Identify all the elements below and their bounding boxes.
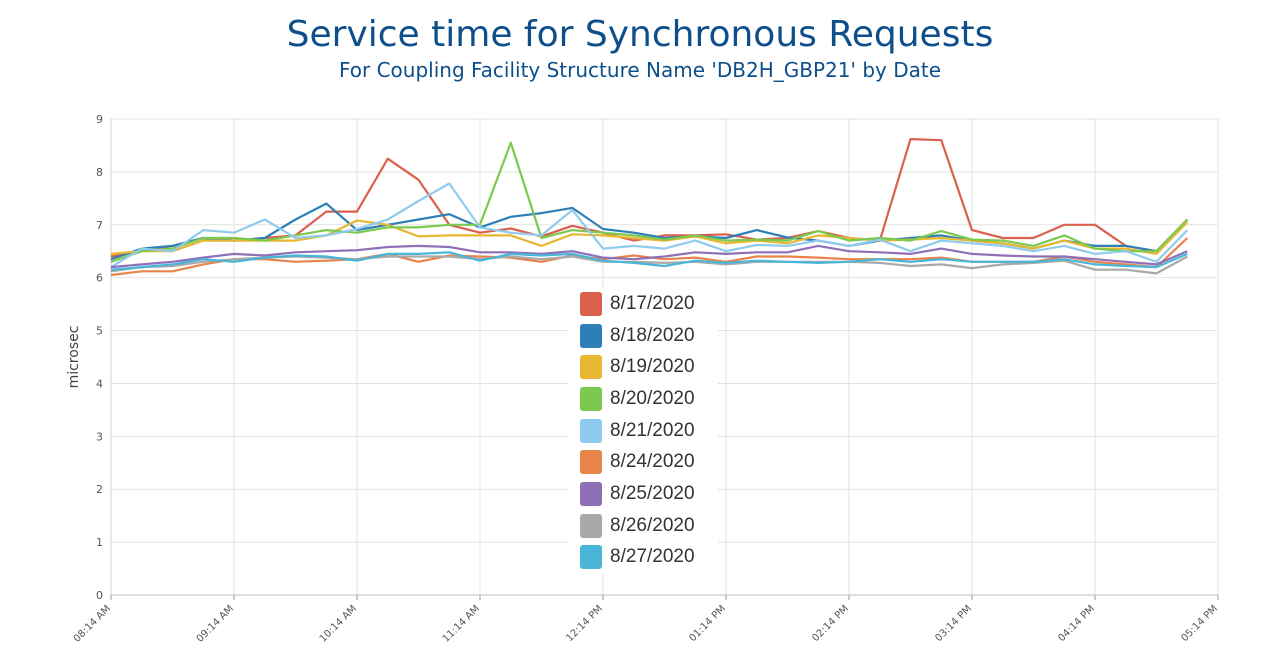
legend-label: 8/21/2020 (610, 419, 695, 441)
y-tick-label: 8 (96, 166, 103, 179)
x-tick-label: 02:14 PM (810, 603, 851, 644)
x-tick-label: 10:14 AM (318, 603, 359, 644)
y-tick-label: 5 (96, 325, 103, 338)
y-tick-label: 6 (96, 272, 103, 285)
legend-label: 8/27/2020 (610, 546, 695, 568)
y-axis-label: microsec (66, 326, 82, 389)
x-tick-label: 08:14 AM (72, 603, 113, 644)
legend-item: 8/17/2020 (568, 288, 718, 320)
legend-item: 8/19/2020 (568, 351, 718, 383)
y-tick-label: 2 (96, 483, 103, 496)
legend-swatch (580, 355, 602, 380)
legend-swatch (580, 450, 602, 475)
legend-item: 8/21/2020 (568, 415, 718, 447)
legend-label: 8/17/2020 (610, 292, 695, 314)
legend-label: 8/19/2020 (610, 356, 695, 378)
x-tick-label: 05:14 PM (1179, 603, 1220, 644)
legend-swatch (580, 513, 602, 538)
legend-swatch (580, 418, 602, 443)
legend-swatch (580, 481, 602, 506)
series-line (110, 182, 1189, 269)
legend-item: 8/27/2020 (568, 542, 718, 574)
x-tick-label: 03:14 PM (933, 603, 974, 644)
legend-item: 8/20/2020 (568, 383, 718, 415)
legend-label: 8/20/2020 (610, 387, 695, 409)
legend-swatch (580, 545, 602, 570)
legend-item: 8/18/2020 (568, 320, 718, 352)
series-line (110, 251, 1188, 271)
x-tick-label: 04:14 PM (1056, 603, 1097, 644)
y-tick-label: 0 (96, 589, 103, 602)
series-line (110, 141, 1189, 263)
legend-label: 8/18/2020 (610, 324, 695, 346)
chart-subtitle: For Coupling Facility Structure Name 'DB… (338, 58, 942, 82)
legend-swatch (580, 386, 602, 411)
chart-legend: 8/17/2020 8/18/2020 8/19/2020 8/20/2020 8/21… (568, 288, 718, 574)
legend-label: 8/24/2020 (610, 451, 695, 473)
x-tick-label: 09:14 AM (195, 603, 236, 644)
x-tick-label: 01:14 PM (687, 603, 728, 644)
y-tick-label: 7 (96, 219, 103, 232)
legend-item: 8/24/2020 (568, 446, 718, 478)
chart-title: Service time for Synchronous Requests (286, 14, 994, 55)
y-tick-label: 9 (96, 113, 103, 126)
legend-swatch (580, 291, 602, 316)
x-tick-label: 12:14 PM (564, 603, 605, 644)
series-line (110, 219, 1189, 255)
legend-label: 8/25/2020 (610, 482, 695, 504)
legend-swatch (580, 323, 602, 348)
y-tick-label: 4 (96, 377, 103, 390)
legend-label: 8/26/2020 (610, 514, 695, 536)
y-tick-label: 1 (96, 536, 103, 549)
legend-item: 8/25/2020 (568, 478, 718, 510)
x-tick-label: 11:14 AM (441, 603, 482, 644)
series-line (110, 244, 1188, 269)
y-tick-label: 3 (96, 430, 103, 443)
legend-item: 8/26/2020 (568, 510, 718, 542)
